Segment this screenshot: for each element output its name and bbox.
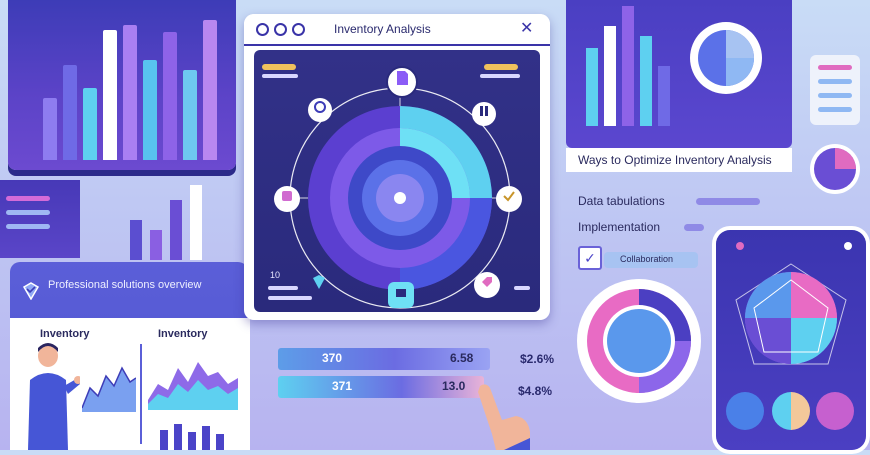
left-bar-chart-panel [8, 0, 236, 170]
side-value: $2.6% [520, 352, 555, 366]
pointing-hand-illustration [478, 384, 530, 450]
chart-bar [658, 66, 670, 126]
inventory-analysis-window[interactable]: Inventory Analysis ✕ [244, 14, 550, 320]
radial-chart [289, 87, 511, 309]
radar-pie-chart [735, 263, 847, 365]
close-button[interactable]: ✕ [520, 20, 534, 37]
chart-bar [103, 30, 117, 160]
implementation-label: Implementation [578, 220, 661, 234]
inventory-card-title-2: Inventory [158, 328, 208, 340]
battery-icon[interactable] [472, 102, 496, 126]
phone-mockup [716, 230, 866, 450]
list-line [818, 93, 852, 98]
chart-bar [604, 26, 616, 126]
mini-list-panel [810, 55, 860, 125]
banner-box [566, 148, 792, 172]
label-pill [262, 64, 296, 70]
chart-bar [163, 32, 177, 160]
label-pill [514, 286, 530, 290]
chart-bar [188, 432, 196, 450]
radial-chart-area: 10 [254, 50, 540, 312]
chart-bar [640, 36, 652, 126]
right-chart-panel [566, 0, 792, 148]
chart-bar [170, 200, 182, 260]
chart-bar [143, 60, 157, 160]
data-strip-2 [278, 376, 484, 398]
strip-value-right: 13.0 [442, 379, 466, 393]
status-dot [736, 242, 744, 250]
document-icon[interactable] [386, 66, 418, 98]
chart-bar [183, 70, 197, 160]
blue-circle-button[interactable] [726, 392, 764, 430]
list-line [818, 107, 852, 112]
inventory-card-title-1: Inventory [40, 328, 90, 340]
data-tabulations-label: Data tabulations [578, 194, 665, 208]
label-pill [262, 74, 298, 78]
data-strip-1 [278, 348, 490, 370]
strip-value-right: 6.58 [450, 351, 474, 365]
cyan-circle-button[interactable] [772, 392, 810, 430]
area-chart [82, 366, 136, 412]
chart-bar [63, 65, 77, 160]
label-pill [480, 74, 520, 78]
label-pill [684, 224, 704, 231]
pro-solutions-text: Professional solutions overview [48, 279, 202, 291]
strip-value-left: 371 [332, 379, 353, 393]
status-dot [844, 242, 852, 250]
chart-bar [190, 185, 202, 260]
small-pie-chart [810, 144, 860, 194]
list-line [6, 210, 50, 215]
pie-chart [690, 22, 762, 94]
window-title: Inventory Analysis [334, 22, 431, 36]
chart-bar [43, 98, 57, 160]
chart-bar [174, 424, 182, 450]
person-illustration [20, 340, 82, 450]
area-chart [148, 362, 238, 410]
chart-bar [202, 426, 210, 450]
shield-icon[interactable] [274, 186, 300, 212]
divider [140, 344, 142, 444]
banner-title: Ways to Optimize Inventory Analysis [578, 153, 772, 167]
side-value: $4.8% [518, 384, 553, 398]
window-titlebar[interactable]: Inventory Analysis ✕ [244, 14, 550, 46]
shield-icon[interactable] [308, 274, 330, 296]
strip-value-left: 370 [322, 351, 343, 365]
label-pill [268, 286, 298, 290]
window-control-dot[interactable] [256, 23, 269, 36]
checkbox-label-box [604, 252, 698, 268]
bar-chart [28, 10, 228, 160]
chart-bar [130, 220, 142, 260]
chart-bar [622, 6, 634, 126]
window-control-dot[interactable] [274, 23, 287, 36]
chart-bar [160, 430, 168, 450]
collaboration-checkbox[interactable]: ✓ [578, 246, 602, 270]
tag-icon[interactable] [474, 272, 500, 298]
label-pill [484, 64, 518, 70]
list-line [6, 196, 50, 201]
chart-bar [150, 230, 162, 260]
chart-bar [83, 88, 97, 160]
box-icon[interactable] [388, 282, 414, 308]
check-icon[interactable] [496, 186, 522, 212]
check-shield-icon [22, 282, 40, 301]
value-label: 10 [270, 270, 281, 280]
target-icon[interactable] [308, 98, 332, 122]
mini-bar-chart [110, 180, 230, 260]
left-mini-panel [0, 180, 80, 258]
chart-bar [203, 20, 217, 160]
inventory-cards: Inventory Inventory [10, 318, 250, 450]
chart-bar [586, 48, 598, 126]
label-pill [268, 296, 312, 300]
chart-bar [216, 434, 224, 450]
label-pill [696, 198, 760, 205]
list-line [818, 79, 852, 84]
pink-circle-button[interactable] [816, 392, 854, 430]
window-control-dot[interactable] [292, 23, 305, 36]
chart-bar [123, 25, 137, 160]
list-line [6, 224, 50, 229]
donut-chart [577, 279, 701, 403]
checkbox-label: Collaboration [620, 254, 674, 264]
list-line [818, 65, 852, 70]
